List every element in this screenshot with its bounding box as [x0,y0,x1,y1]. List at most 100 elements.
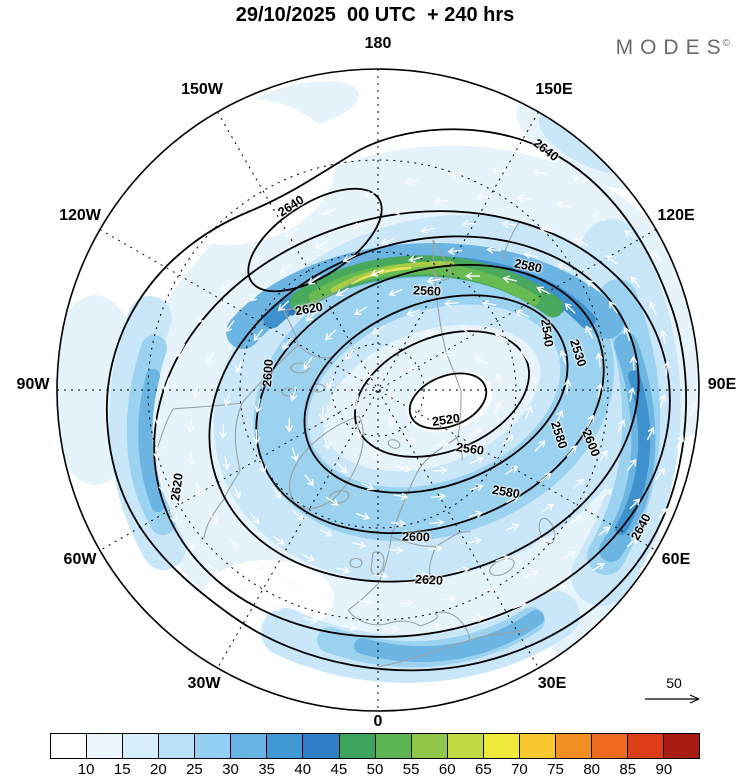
wind-arrow [655,467,665,480]
wind-arrow [534,440,546,452]
wind-arrow [557,263,571,271]
wind-arrow [304,474,314,487]
wind-arrow [630,275,641,288]
colorbar-tick-label: 80 [583,761,600,778]
lon-label-180: 180 [364,35,392,52]
wind-arrow [486,246,502,254]
wind-arrow [153,445,161,461]
colorbar-tick-label: 70 [511,761,528,778]
wind-arrow [490,166,506,175]
colorbar-segment [159,734,196,758]
wind-arrow [440,351,456,360]
wind-arrow [443,299,459,308]
colorbar-segment [628,734,665,758]
wind-arrow [305,311,318,322]
wind-arrow [542,326,554,338]
wind-arrow [267,603,281,612]
wind-arrow [389,344,403,353]
wind-arrow [505,523,520,531]
colorbar-segment [195,734,232,758]
wind-arrow [569,515,583,525]
colorbar-tick-label: 75 [547,761,564,778]
contour-2600 [208,235,640,583]
wind-arrow [663,361,671,377]
wind-arrow [195,482,203,497]
wind-arrow [355,512,371,520]
wind-arrow [553,584,568,593]
wind-arrow [187,450,195,466]
wind-arrow [253,560,267,570]
wind-arrow [264,367,273,382]
wind-arrow [596,382,604,398]
colorbar-segment [447,734,484,758]
greenland-coast [289,415,364,510]
wind-arrow [342,254,356,263]
wind-arrow [307,275,321,285]
wind-arrow [605,255,618,265]
colorbar-tick-label: 40 [294,761,312,778]
wind-arrow [429,518,445,527]
wind-arrow [469,483,484,491]
wind-arrow [501,220,517,228]
lon-label-30e: 30E [537,675,567,692]
wind-arrow [277,300,289,312]
wind-arrow [162,377,170,392]
colorbar-tick-labels: 10 15 20 25 30 35 40 45 50 55 60 65 70 75 80 85 90 [50,761,700,781]
modes-logo: MODES© [616,36,730,60]
wind-arrow [301,554,316,562]
lon-label-150w: 150W [181,81,223,98]
wind-arrow [336,462,348,474]
wind-arrow [397,465,412,473]
colorbar-segment [555,734,592,758]
wind-arrow [358,598,374,606]
wind-arrow [676,434,684,449]
wind-arrow [408,255,423,263]
wind-arrow [303,616,318,624]
lon-label-90e: 90E [707,376,737,393]
wind-arrow [714,278,720,290]
wind-arrow [326,496,339,506]
wind-arrow [673,275,682,289]
wind-arrow [470,614,485,622]
wind-arrow [158,478,166,493]
chart-title: 29/10/2025 00 UTC + 240 hrs [235,4,515,26]
wind-arrow [233,485,241,499]
wind-arrow [219,423,227,439]
reference-arrow-glyph [645,694,700,704]
wind-arrow [318,406,327,422]
colorbar-tick-label: 90 [655,761,673,778]
wind-arrow [353,306,367,316]
wind-arrow [272,486,282,500]
wind-arrow [441,594,457,603]
wind-arrow [361,482,375,491]
wind-arrow [355,424,363,439]
reference-arrow-value: 50 [666,675,682,691]
wind-arrow [282,337,292,350]
wind-arrow [279,264,292,274]
wind-arrow [468,510,483,518]
wind-arrow [169,509,178,524]
wind-arrow [193,384,201,400]
colorbar-tick-label: 50 [366,761,384,778]
wind-shading-layer [57,69,699,711]
colorbar [50,733,700,759]
wind-arrow [433,197,449,206]
wind-arrow [235,359,244,374]
wind-arrow [516,194,532,202]
wind-arrow [483,585,498,593]
wind-arrow [344,348,356,360]
wind-arrow [447,247,463,255]
contour-label: 2560 [412,283,442,299]
wind-arrow [649,301,657,315]
wind-arrow [253,329,263,342]
lon-label-150e: 150E [535,81,573,98]
wind-arrow [221,281,232,293]
lon-label-120e: 120E [657,207,695,224]
wind-arrow [530,375,539,391]
wind-arrow [520,349,530,363]
wind-arrow [352,395,360,410]
wind-arrow [461,220,477,228]
wind-arrow [555,409,564,424]
wind-arrow [387,412,395,427]
wind-arrow [481,300,497,308]
